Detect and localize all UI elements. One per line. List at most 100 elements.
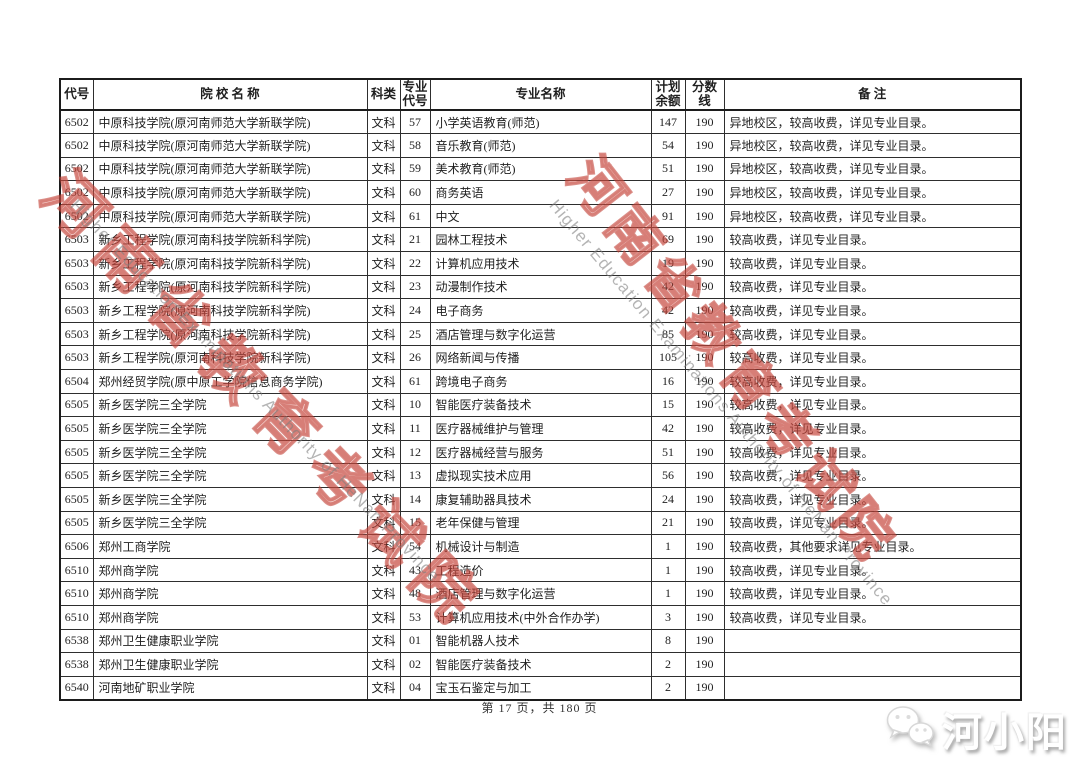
cell-remark: 异地校区，较高收费，详见专业目录。: [723, 133, 1022, 158]
cell-category: 文科: [366, 133, 401, 158]
cell-quota: 15: [650, 392, 686, 418]
header-category: 科类: [366, 78, 401, 111]
cell-school: 郑州商学院: [92, 604, 368, 630]
cell-code: 6538: [59, 652, 94, 677]
table-row: 6502 中原科技学院(原河南师范大学新联学院) 文科 61 中文 91 190 异地校区，较…: [59, 203, 1022, 229]
header-school: 院 校 名 称: [92, 78, 368, 111]
cell-quota: 27: [650, 180, 686, 205]
table-row: 6502 中原科技学院(原河南师范大学新联学院) 文科 60 商务英语 27 190 异地校区…: [59, 180, 1022, 205]
cell-score: 190: [684, 203, 725, 229]
cell-quota: 51: [650, 439, 686, 465]
cell-quota: 16: [650, 369, 686, 394]
cell-category: 文科: [366, 392, 401, 418]
cell-quota: 24: [650, 487, 686, 512]
cell-major: 美术教育(师范): [429, 156, 652, 182]
cell-major-code: 59: [399, 156, 431, 182]
header-code: 代号: [59, 78, 94, 111]
cell-major-code: 58: [399, 133, 431, 158]
cell-major: 智能机器人技术: [429, 628, 652, 654]
cell-quota: 19: [650, 251, 686, 276]
cell-school: 新乡工程学院(原河南科技学院新科学院): [92, 345, 368, 371]
cell-major-code: 10: [399, 392, 431, 418]
table-row: 6505 新乡医学院三全学院 文科 12 医疗器械经营与服务 51 190 较高收费，详见专业…: [59, 439, 1022, 465]
cell-major: 宝玉石鉴定与加工: [429, 675, 652, 701]
cell-remark: [723, 675, 1022, 701]
cell-quota: 105: [650, 345, 686, 371]
cell-quota: 69: [650, 227, 686, 253]
cell-code: 6506: [59, 534, 94, 559]
cell-school: 郑州商学院: [92, 581, 368, 606]
cell-major: 计算机应用技术: [429, 251, 652, 276]
cell-category: 文科: [366, 604, 401, 630]
cell-code: 6502: [59, 133, 94, 158]
admission-table: 代号 院 校 名 称 科类 专业代号 专业名称 计划余额 分数线 备 注 650…: [59, 78, 1022, 701]
cell-score: 190: [684, 581, 725, 606]
cell-score: 190: [684, 604, 725, 630]
cell-score: 190: [684, 227, 725, 253]
cell-category: 文科: [366, 557, 401, 583]
cell-quota: 21: [650, 510, 686, 536]
cell-remark: 较高收费，详见专业目录。: [723, 321, 1022, 347]
cell-major-code: 13: [399, 463, 431, 488]
cell-code: 6505: [59, 392, 94, 418]
cell-major: 计算机应用技术(中外合作办学): [429, 604, 652, 630]
cell-category: 文科: [366, 652, 401, 677]
cell-category: 文科: [366, 227, 401, 253]
cell-major: 老年保健与管理: [429, 510, 652, 536]
table-row: 6504 郑州经贸学院(原中原工学院信息商务学院) 文科 61 跨境电子商务 16 190 较…: [59, 369, 1022, 394]
cell-score: 190: [684, 534, 725, 559]
cell-major: 医疗器械维护与管理: [429, 416, 652, 441]
brand-name: 河小阳: [942, 710, 1068, 755]
cell-category: 文科: [366, 345, 401, 371]
cell-major-code: 60: [399, 180, 431, 205]
cell-school: 新乡工程学院(原河南科技学院新科学院): [92, 227, 368, 253]
cell-quota: 1: [650, 581, 686, 606]
cell-code: 6505: [59, 439, 94, 465]
cell-score: 190: [684, 274, 725, 300]
cell-major-code: 12: [399, 439, 431, 465]
cell-score: 190: [684, 109, 725, 135]
cell-school: 郑州经贸学院(原中原工学院信息商务学院): [92, 369, 368, 394]
cell-remark: 较高收费，详见专业目录。: [723, 487, 1022, 512]
cell-score: 190: [684, 251, 725, 276]
cell-major-code: 04: [399, 675, 431, 701]
cell-major-code: 24: [399, 298, 431, 323]
cell-remark: 异地校区，较高收费，详见专业目录。: [723, 180, 1022, 205]
cell-major: 智能医疗装备技术: [429, 392, 652, 418]
cell-quota: 2: [650, 652, 686, 677]
cell-quota: 2: [650, 675, 686, 701]
cell-quota: 1: [650, 534, 686, 559]
cell-major-code: 48: [399, 581, 431, 606]
cell-category: 文科: [366, 487, 401, 512]
cell-major: 园林工程技术: [429, 227, 652, 253]
cell-school: 新乡医学院三全学院: [92, 416, 368, 441]
brand-watermark: 河小阳: [884, 700, 1068, 758]
cell-code: 6503: [59, 274, 94, 300]
table-header-row: 代号 院 校 名 称 科类 专业代号 专业名称 计划余额 分数线 备 注: [59, 78, 1022, 111]
cell-category: 文科: [366, 581, 401, 606]
table-row: 6503 新乡工程学院(原河南科技学院新科学院) 文科 24 电子商务 42 190 较高收费…: [59, 298, 1022, 323]
wechat-chat-bubbles-icon: [884, 704, 936, 755]
cell-major-code: 61: [399, 203, 431, 229]
cell-score: 190: [684, 628, 725, 654]
table-row: 6502 中原科技学院(原河南师范大学新联学院) 文科 58 音乐教育(师范) 54 190…: [59, 133, 1022, 158]
cell-major-code: 02: [399, 652, 431, 677]
cell-school: 中原科技学院(原河南师范大学新联学院): [92, 180, 368, 205]
table-row: 6538 郑州卫生健康职业学院 文科 02 智能医疗装备技术 2 190: [59, 652, 1022, 677]
cell-score: 190: [684, 439, 725, 465]
cell-major-code: 15: [399, 510, 431, 536]
cell-code: 6503: [59, 345, 94, 371]
cell-major-code: 43: [399, 557, 431, 583]
cell-quota: 42: [650, 298, 686, 323]
cell-quota: 85: [650, 321, 686, 347]
cell-code: 6504: [59, 369, 94, 394]
table-row: 6506 郑州工商学院 文科 54 机械设计与制造 1 190 较高收费，其他要求详见专业目录…: [59, 534, 1022, 559]
cell-code: 6510: [59, 581, 94, 606]
cell-quota: 54: [650, 133, 686, 158]
cell-major-code: 26: [399, 345, 431, 371]
table-header: 代号 院 校 名 称 科类 专业代号 专业名称 计划余额 分数线 备 注: [59, 78, 1022, 111]
cell-remark: 较高收费，详见专业目录。: [723, 604, 1022, 630]
cell-quota: 91: [650, 203, 686, 229]
cell-score: 190: [684, 557, 725, 583]
cell-school: 新乡医学院三全学院: [92, 392, 368, 418]
